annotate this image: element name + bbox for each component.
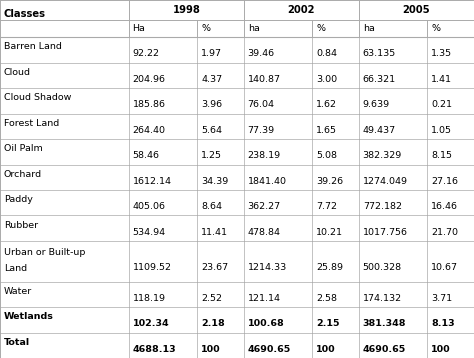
Text: 77.39: 77.39 [247, 126, 275, 135]
Text: 381.348: 381.348 [363, 319, 406, 328]
Text: 534.94: 534.94 [133, 228, 166, 237]
Text: 23.67: 23.67 [201, 263, 228, 272]
Text: 8.13: 8.13 [431, 319, 455, 328]
Text: %: % [431, 24, 440, 33]
Text: 3.96: 3.96 [201, 100, 222, 109]
Text: 8.15: 8.15 [431, 151, 452, 160]
Text: 1.97: 1.97 [201, 49, 222, 58]
Text: 0.84: 0.84 [316, 49, 337, 58]
Text: %: % [201, 24, 210, 33]
Text: 100: 100 [201, 345, 221, 354]
Text: ha: ha [363, 24, 374, 33]
Text: 27.16: 27.16 [431, 176, 458, 185]
Text: 2.15: 2.15 [316, 319, 340, 328]
Text: 1.25: 1.25 [201, 151, 222, 160]
Text: ha: ha [247, 24, 260, 33]
Text: 238.19: 238.19 [247, 151, 281, 160]
Text: 63.135: 63.135 [363, 49, 396, 58]
Text: 39.46: 39.46 [247, 49, 275, 58]
Text: 2.52: 2.52 [201, 294, 222, 303]
Text: 5.64: 5.64 [201, 126, 222, 135]
Text: 1612.14: 1612.14 [133, 176, 172, 185]
Text: 66.321: 66.321 [363, 75, 396, 84]
Text: 500.328: 500.328 [363, 263, 402, 272]
Text: 264.40: 264.40 [133, 126, 165, 135]
Text: 0.21: 0.21 [431, 100, 452, 109]
Text: 1214.33: 1214.33 [247, 263, 287, 272]
Text: Wetlands: Wetlands [4, 312, 54, 321]
Text: Orchard: Orchard [4, 170, 42, 179]
Text: 1.05: 1.05 [431, 126, 452, 135]
Text: Classes: Classes [4, 9, 46, 19]
Text: 8.64: 8.64 [201, 202, 222, 211]
Text: 100: 100 [431, 345, 451, 354]
Text: 204.96: 204.96 [133, 75, 165, 84]
Text: 185.86: 185.86 [133, 100, 165, 109]
Text: 478.84: 478.84 [247, 228, 281, 237]
Text: 1841.40: 1841.40 [247, 176, 287, 185]
Text: 7.72: 7.72 [316, 202, 337, 211]
Text: 100: 100 [316, 345, 336, 354]
Text: 3.71: 3.71 [431, 294, 452, 303]
Text: %: % [316, 24, 325, 33]
Text: 1017.756: 1017.756 [363, 228, 408, 237]
Text: 1.65: 1.65 [316, 126, 337, 135]
Text: 92.22: 92.22 [133, 49, 160, 58]
Text: Land: Land [4, 264, 27, 273]
Text: 121.14: 121.14 [247, 294, 281, 303]
Text: Barren Land: Barren Land [4, 43, 62, 52]
Text: Paddy: Paddy [4, 195, 33, 204]
Text: 102.34: 102.34 [133, 319, 169, 328]
Text: 1109.52: 1109.52 [133, 263, 172, 272]
Text: 772.182: 772.182 [363, 202, 402, 211]
Text: 9.639: 9.639 [363, 100, 390, 109]
Text: 5.08: 5.08 [316, 151, 337, 160]
Text: 1.41: 1.41 [431, 75, 452, 84]
Text: 362.27: 362.27 [247, 202, 281, 211]
Text: 140.87: 140.87 [247, 75, 281, 84]
Text: 174.132: 174.132 [363, 294, 402, 303]
Text: 4690.65: 4690.65 [363, 345, 406, 354]
Text: 382.329: 382.329 [363, 151, 402, 160]
Text: 10.67: 10.67 [431, 263, 458, 272]
Text: 405.06: 405.06 [133, 202, 165, 211]
Text: 39.26: 39.26 [316, 176, 343, 185]
Text: 4690.65: 4690.65 [247, 345, 291, 354]
Text: 25.89: 25.89 [316, 263, 343, 272]
Text: 4.37: 4.37 [201, 75, 222, 84]
Text: 2002: 2002 [288, 5, 315, 15]
Text: Water: Water [4, 287, 32, 296]
Text: 1274.049: 1274.049 [363, 176, 408, 185]
Text: Oil Palm: Oil Palm [4, 144, 43, 153]
Text: 1.62: 1.62 [316, 100, 337, 109]
Text: 58.46: 58.46 [133, 151, 160, 160]
Text: 16.46: 16.46 [431, 202, 458, 211]
Text: 34.39: 34.39 [201, 176, 228, 185]
Text: 49.437: 49.437 [363, 126, 396, 135]
Text: 100.68: 100.68 [247, 319, 284, 328]
Text: 1.35: 1.35 [431, 49, 452, 58]
Text: 11.41: 11.41 [201, 228, 228, 237]
Text: 2005: 2005 [402, 5, 430, 15]
Text: Forest Land: Forest Land [4, 119, 59, 128]
Text: 3.00: 3.00 [316, 75, 337, 84]
Text: Rubber: Rubber [4, 221, 38, 229]
Text: Cloud Shadow: Cloud Shadow [4, 93, 71, 102]
Text: Cloud: Cloud [4, 68, 31, 77]
Text: 2.58: 2.58 [316, 294, 337, 303]
Text: 76.04: 76.04 [247, 100, 274, 109]
Text: Urban or Built-up: Urban or Built-up [4, 248, 85, 257]
Text: Ha: Ha [133, 24, 146, 33]
Text: 2.18: 2.18 [201, 319, 225, 328]
Text: 118.19: 118.19 [133, 294, 165, 303]
Text: Total: Total [4, 338, 30, 347]
Text: 4688.13: 4688.13 [133, 345, 176, 354]
Text: 1998: 1998 [173, 5, 200, 15]
Text: 10.21: 10.21 [316, 228, 343, 237]
Text: 21.70: 21.70 [431, 228, 458, 237]
